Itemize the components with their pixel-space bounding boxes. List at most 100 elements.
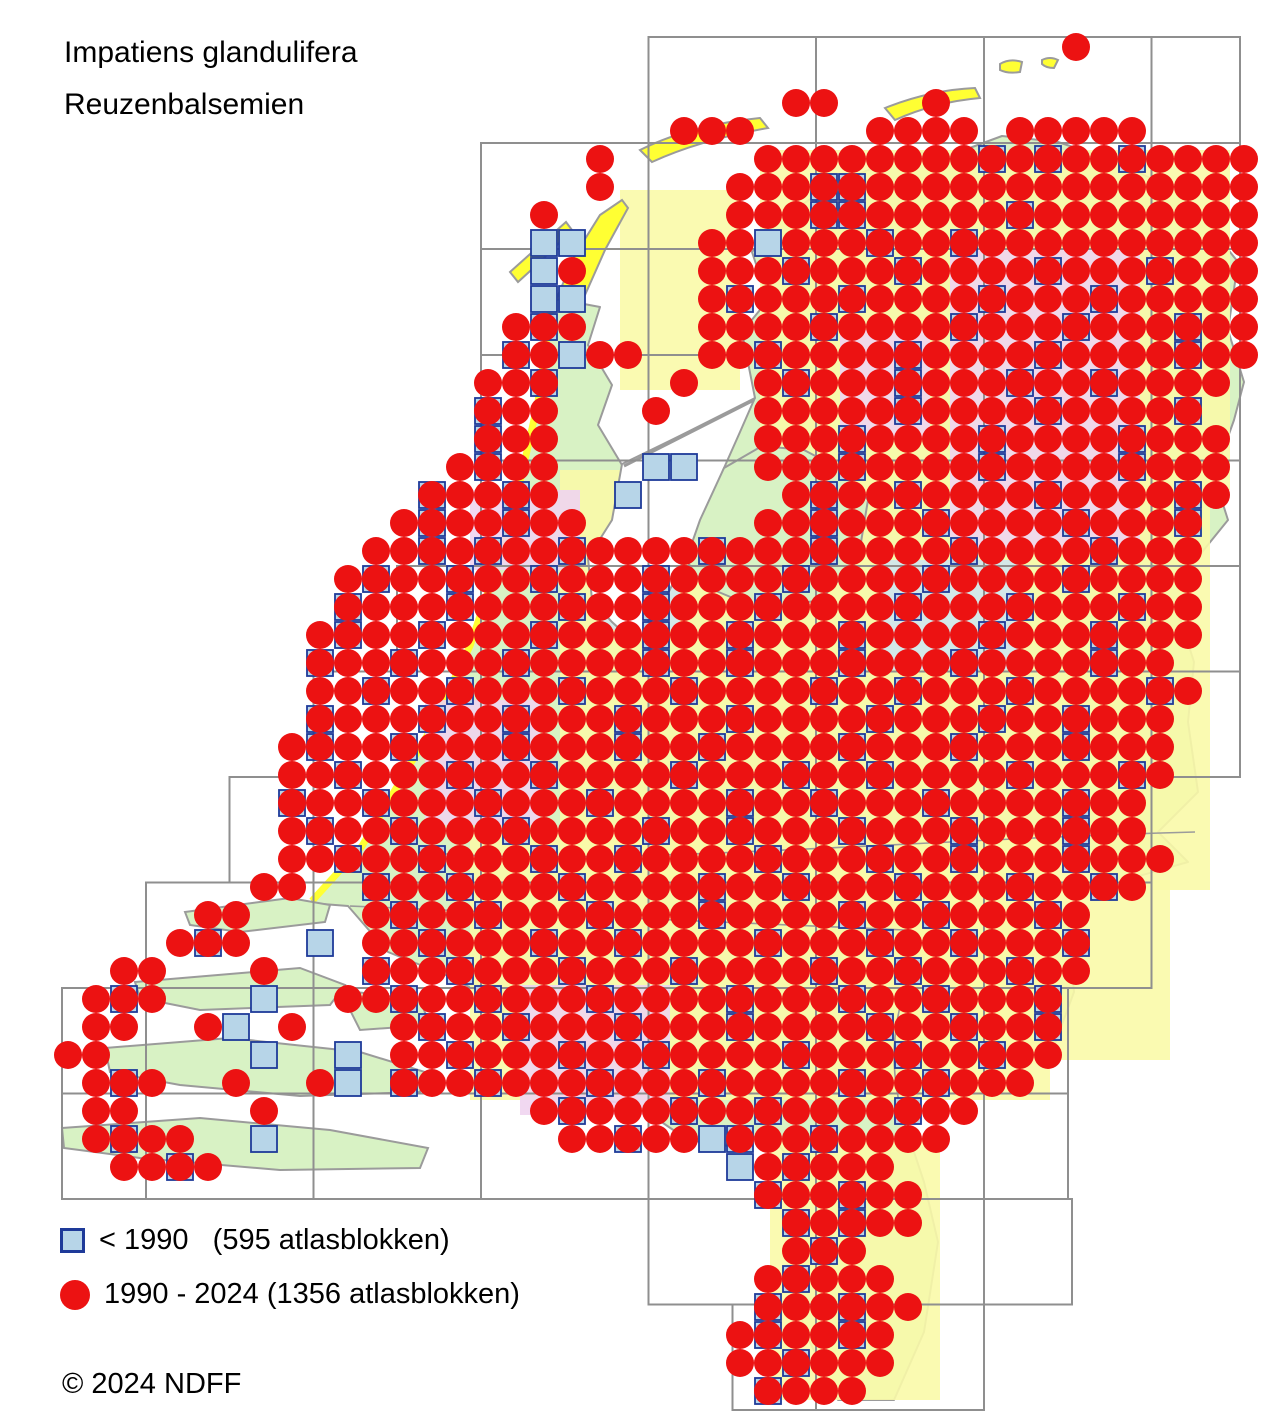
atlas-dot-1990-2024 <box>726 901 754 929</box>
atlas-dot-1990-2024 <box>1174 481 1202 509</box>
atlas-dot-1990-2024 <box>1202 229 1230 257</box>
atlas-dot-1990-2024 <box>866 1041 894 1069</box>
atlas-dot-1990-2024 <box>614 789 642 817</box>
atlas-dot-1990-2024 <box>782 1209 810 1237</box>
atlas-dot-1990-2024 <box>530 817 558 845</box>
atlas-dot-1990-2024 <box>586 761 614 789</box>
atlas-dot-1990-2024 <box>782 929 810 957</box>
atlas-dot-1990-2024 <box>362 677 390 705</box>
atlas-dot-1990-2024 <box>306 789 334 817</box>
atlas-dot-1990-2024 <box>838 621 866 649</box>
atlas-dot-1990-2024 <box>1118 621 1146 649</box>
atlas-dot-1990-2024 <box>782 257 810 285</box>
atlas-dot-1990-2024 <box>810 1097 838 1125</box>
atlas-dot-1990-2024 <box>838 313 866 341</box>
atlas-dot-1990-2024 <box>922 145 950 173</box>
atlas-dot-1990-2024 <box>726 173 754 201</box>
atlas-dot-1990-2024 <box>838 201 866 229</box>
atlas-dot-1990-2024 <box>474 453 502 481</box>
atlas-dot-1990-2024 <box>922 481 950 509</box>
atlas-dot-1990-2024 <box>642 1041 670 1069</box>
atlas-dot-1990-2024 <box>642 705 670 733</box>
atlas-dot-1990-2024 <box>950 845 978 873</box>
atlas-dot-1990-2024 <box>418 621 446 649</box>
atlas-dot-1990-2024 <box>894 845 922 873</box>
atlas-dot-1990-2024 <box>1006 313 1034 341</box>
atlas-dot-1990-2024 <box>502 341 530 369</box>
atlas-dot-1990-2024 <box>1034 117 1062 145</box>
atlas-dot-1990-2024 <box>894 929 922 957</box>
atlas-dot-1990-2024 <box>194 901 222 929</box>
atlas-dot-1990-2024 <box>754 313 782 341</box>
atlas-dot-1990-2024 <box>558 1097 586 1125</box>
atlas-dot-1990-2024 <box>1062 565 1090 593</box>
atlas-dot-1990-2024 <box>1062 313 1090 341</box>
atlas-dot-1990-2024 <box>950 257 978 285</box>
atlas-dot-1990-2024 <box>390 677 418 705</box>
atlas-dot-1990-2024 <box>1118 733 1146 761</box>
atlas-dot-1990-2024 <box>726 1125 754 1153</box>
atlas-dot-1990-2024 <box>1062 397 1090 425</box>
atlas-dot-1990-2024 <box>670 1041 698 1069</box>
atlas-dot-1990-2024 <box>530 621 558 649</box>
atlas-dot-1990-2024 <box>810 1069 838 1097</box>
atlas-dot-1990-2024 <box>950 957 978 985</box>
atlas-dot-1990-2024 <box>838 1041 866 1069</box>
atlas-dot-1990-2024 <box>390 929 418 957</box>
atlas-dot-1990-2024 <box>698 313 726 341</box>
atlas-dot-1990-2024 <box>390 509 418 537</box>
atlas-dot-1990-2024 <box>754 985 782 1013</box>
atlas-dot-1990-2024 <box>1090 229 1118 257</box>
atlas-dot-1990-2024 <box>782 1125 810 1153</box>
atlas-dot-1990-2024 <box>1006 705 1034 733</box>
atlas-dot-1990-2024 <box>1062 761 1090 789</box>
atlas-dot-1990-2024 <box>614 901 642 929</box>
atlas-dot-1990-2024 <box>726 313 754 341</box>
atlas-dot-1990-2024 <box>1174 677 1202 705</box>
atlas-dot-1990-2024 <box>166 1125 194 1153</box>
atlas-dot-1990-2024 <box>390 761 418 789</box>
atlas-dot-1990-2024 <box>754 369 782 397</box>
atlas-dot-1990-2024 <box>922 565 950 593</box>
atlas-dot-1990-2024 <box>362 733 390 761</box>
atlas-dot-1990-2024 <box>950 593 978 621</box>
atlas-dot-1990-2024 <box>530 565 558 593</box>
atlas-dot-1990-2024 <box>894 201 922 229</box>
atlas-dot-1990-2024 <box>362 901 390 929</box>
atlas-dot-1990-2024 <box>950 761 978 789</box>
atlas-dot-1990-2024 <box>810 201 838 229</box>
atlas-dot-1990-2024 <box>474 509 502 537</box>
atlas-dot-1990-2024 <box>1034 369 1062 397</box>
atlas-dot-1990-2024 <box>1146 537 1174 565</box>
atlas-dot-1990-2024 <box>754 341 782 369</box>
atlas-dot-1990-2024 <box>978 145 1006 173</box>
atlas-dot-1990-2024 <box>1006 509 1034 537</box>
atlas-dot-1990-2024 <box>558 313 586 341</box>
atlas-dot-1990-2024 <box>922 229 950 257</box>
atlas-dot-1990-2024 <box>390 565 418 593</box>
atlas-dot-1990-2024 <box>978 649 1006 677</box>
atlas-square-pre1990 <box>250 985 278 1013</box>
atlas-dot-1990-2024 <box>1230 313 1258 341</box>
atlas-dot-1990-2024 <box>586 1041 614 1069</box>
atlas-dot-1990-2024 <box>1090 453 1118 481</box>
atlas-dot-1990-2024 <box>782 229 810 257</box>
atlas-dot-1990-2024 <box>1006 677 1034 705</box>
atlas-dot-1990-2024 <box>894 145 922 173</box>
atlas-dot-1990-2024 <box>334 817 362 845</box>
atlas-dot-1990-2024 <box>670 677 698 705</box>
atlas-dot-1990-2024 <box>838 761 866 789</box>
atlas-dot-1990-2024 <box>754 565 782 593</box>
atlas-dot-1990-2024 <box>138 1153 166 1181</box>
atlas-dot-1990-2024 <box>1146 649 1174 677</box>
atlas-dot-1990-2024 <box>1174 565 1202 593</box>
atlas-dot-1990-2024 <box>894 733 922 761</box>
atlas-dot-1990-2024 <box>446 481 474 509</box>
atlas-dot-1990-2024 <box>1202 453 1230 481</box>
atlas-dot-1990-2024 <box>558 733 586 761</box>
atlas-dot-1990-2024 <box>306 817 334 845</box>
atlas-dot-1990-2024 <box>1118 425 1146 453</box>
atlas-dot-1990-2024 <box>670 901 698 929</box>
atlas-dot-1990-2024 <box>866 845 894 873</box>
atlas-dot-1990-2024 <box>614 873 642 901</box>
